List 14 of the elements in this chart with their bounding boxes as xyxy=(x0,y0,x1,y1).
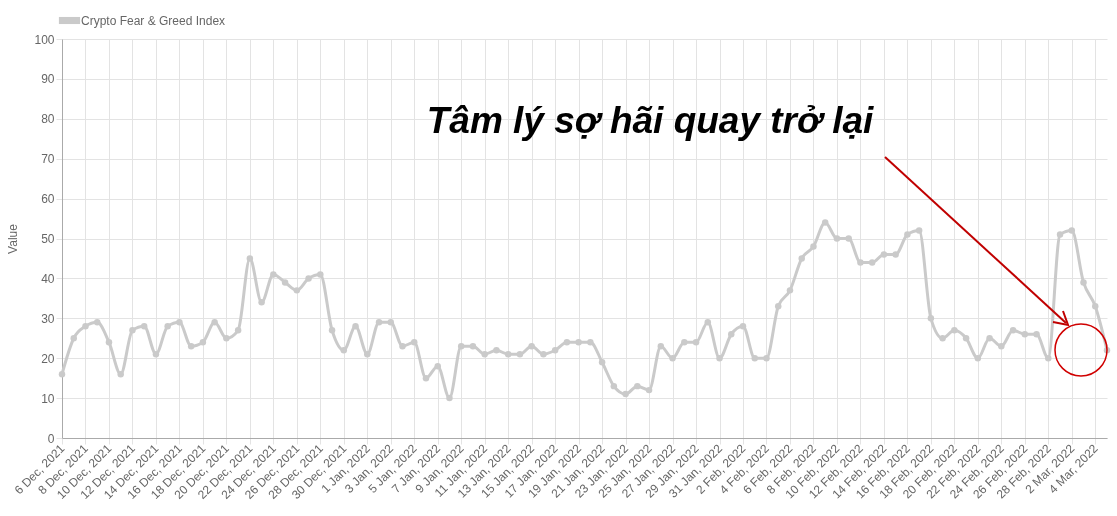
y-tick-label: 30 xyxy=(41,311,55,326)
y-tick-label: 50 xyxy=(41,232,55,246)
y-tick-label: 70 xyxy=(41,152,55,167)
y-tick-label: 10 xyxy=(41,391,55,406)
legend-label: Crypto Fear & Greed Index xyxy=(81,13,226,28)
y-tick-label: 40 xyxy=(41,271,55,286)
y-tick-label: 80 xyxy=(41,112,55,127)
y-axis-title: Value xyxy=(6,223,21,254)
y-tick-label: 0 xyxy=(47,431,55,446)
annotation: Tâm lý sợ hãi quay trở lại xyxy=(426,100,874,141)
y-tick-label: 100 xyxy=(34,32,55,47)
y-tick-label: 60 xyxy=(41,192,55,207)
y-tick-label: 90 xyxy=(41,72,55,87)
y-tick-label: 20 xyxy=(41,351,55,366)
